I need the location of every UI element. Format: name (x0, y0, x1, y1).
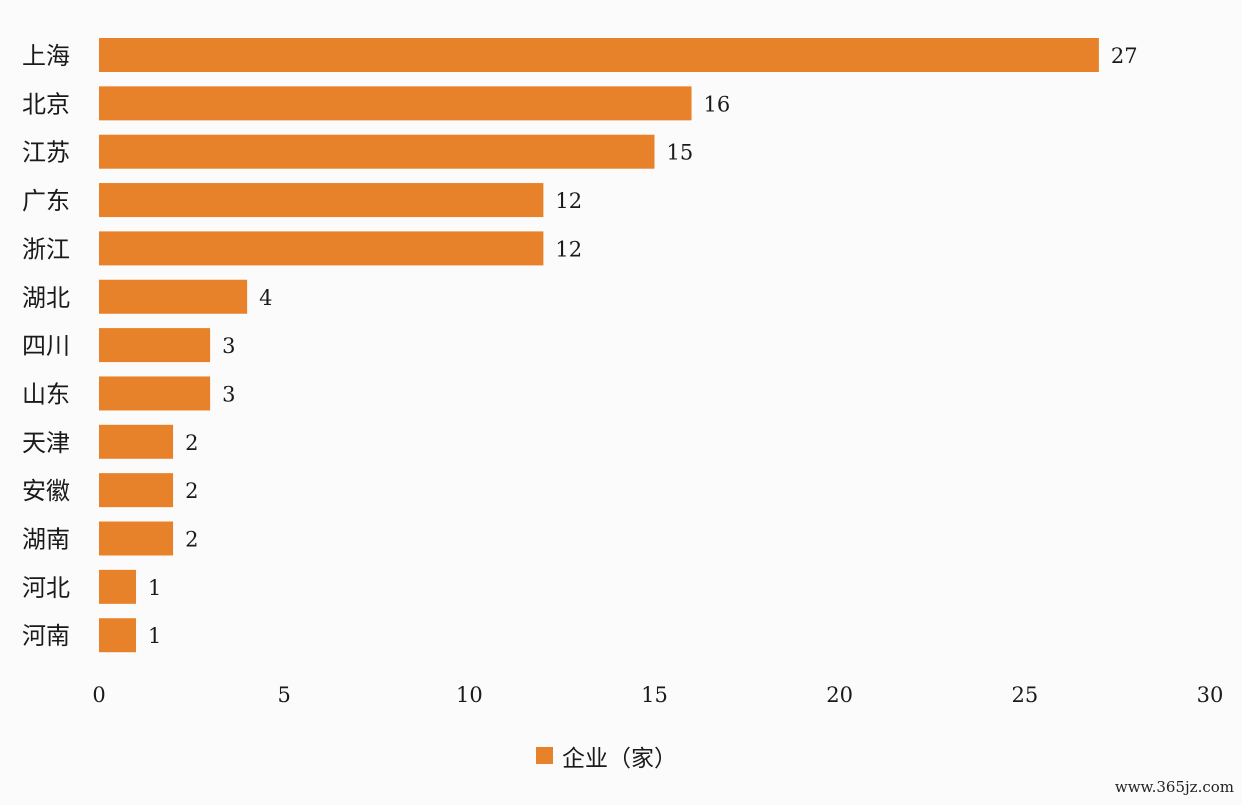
category-label: 江苏 (22, 139, 70, 167)
x-tick-label: 15 (641, 683, 668, 707)
category-label: 浙江 (22, 235, 70, 263)
bar (99, 569, 137, 604)
bar (99, 231, 544, 266)
value-label: 15 (667, 141, 694, 165)
x-tick-label: 5 (277, 683, 290, 707)
bar (99, 618, 137, 653)
x-axis-ticks: 0 5 10 15 20 25 30 (92, 683, 1223, 707)
category-label: 上海 (22, 42, 70, 70)
legend-label: 企业（家） (562, 746, 677, 772)
value-label: 2 (185, 528, 198, 552)
bar (99, 134, 655, 169)
x-tick-label: 30 (1197, 683, 1224, 707)
bars-layer (99, 38, 1099, 653)
value-label: 1 (148, 624, 161, 648)
watermark: www.365jz.com (1115, 778, 1234, 796)
bar (99, 183, 544, 218)
category-label: 安徽 (22, 477, 70, 505)
category-label: 河南 (22, 622, 70, 650)
value-label: 3 (222, 382, 235, 406)
x-tick-label: 25 (1011, 683, 1038, 707)
category-label: 山东 (22, 380, 70, 408)
value-label: 3 (222, 334, 235, 358)
bar (99, 376, 211, 411)
x-tick-label: 0 (92, 683, 105, 707)
value-label: 2 (185, 431, 198, 455)
legend: 企业（家） (536, 746, 677, 772)
value-label: 2 (185, 479, 198, 503)
x-tick-label: 10 (456, 683, 483, 707)
category-label: 北京 (22, 90, 70, 118)
category-label: 广东 (22, 187, 70, 215)
category-label: 湖北 (22, 284, 70, 312)
bar (99, 473, 174, 508)
bar (99, 38, 1099, 72)
value-label: 12 (555, 189, 582, 213)
bar (99, 279, 248, 314)
category-label: 四川 (22, 332, 70, 360)
value-label: 1 (148, 576, 161, 600)
bar (99, 86, 692, 121)
x-tick-label: 20 (826, 683, 853, 707)
bar (99, 424, 174, 459)
category-label: 河北 (22, 574, 70, 602)
bar (99, 328, 211, 363)
value-label: 27 (1111, 44, 1138, 68)
category-label: 天津 (22, 429, 70, 457)
value-label: 4 (259, 286, 272, 310)
legend-swatch (536, 747, 553, 764)
category-label: 湖南 (22, 526, 70, 554)
value-label: 16 (704, 92, 731, 116)
value-label: 12 (555, 237, 582, 261)
bar (99, 521, 174, 556)
